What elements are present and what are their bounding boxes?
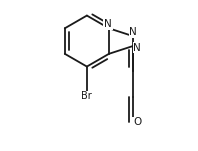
Text: N: N [104,19,112,29]
Text: Br: Br [82,91,92,101]
Text: N: N [133,43,141,53]
Text: O: O [133,117,141,127]
Text: N: N [129,27,137,37]
